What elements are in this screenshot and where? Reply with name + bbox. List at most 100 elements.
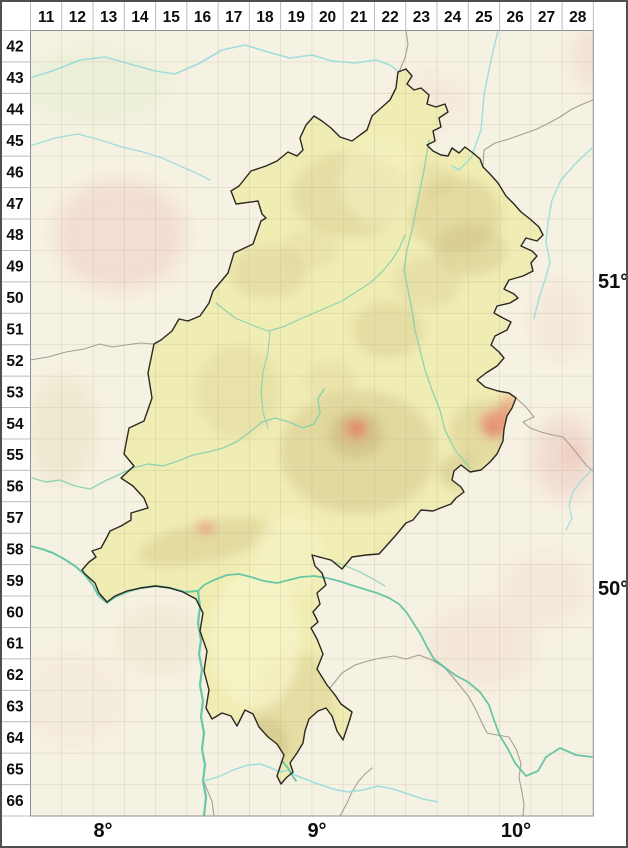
- row-label-54: 54: [6, 416, 24, 433]
- latitude-label: 50°: [598, 578, 628, 600]
- row-label-56: 56: [6, 479, 24, 496]
- terrain-blob: [493, 394, 517, 432]
- row-label-47: 47: [6, 196, 23, 213]
- river-lahn: [31, 388, 325, 490]
- terrain-blob: [30, 375, 98, 485]
- row-label-51: 51: [6, 321, 24, 338]
- degree-labels: 8° 9° 10° 51° 50°: [93, 271, 628, 842]
- row-label-63: 63: [6, 699, 24, 716]
- state-border-south-neckar: [339, 767, 373, 816]
- terrain-blob: [55, 180, 185, 290]
- terrain-blob: [486, 423, 498, 435]
- col-label-24: 24: [444, 9, 462, 26]
- col-label-26: 26: [507, 9, 525, 26]
- terrain-blob: [30, 655, 127, 745]
- row-label-45: 45: [6, 133, 24, 150]
- row-label-64: 64: [6, 730, 24, 747]
- row-label-42: 42: [6, 39, 23, 56]
- col-label-25: 25: [475, 9, 493, 26]
- col-label-16: 16: [194, 9, 212, 26]
- terrain-blob: [352, 302, 424, 358]
- col-label-13: 13: [100, 9, 118, 26]
- row-label-61: 61: [6, 636, 24, 653]
- terrain-blob: [530, 280, 590, 360]
- col-label-28: 28: [569, 9, 587, 26]
- row-label-57: 57: [6, 510, 23, 527]
- river-fulda: [403, 139, 471, 469]
- row-label-65: 65: [6, 761, 24, 778]
- mtb-grid: [30, 30, 594, 816]
- row-label-53: 53: [6, 384, 24, 401]
- col-label-27: 27: [538, 9, 555, 26]
- river-ulster: [565, 469, 593, 531]
- state-border-south-bavaria: [329, 654, 525, 816]
- river-werra-upper: [451, 30, 499, 171]
- river-schwalm: [260, 331, 271, 429]
- river-diemel: [30, 133, 211, 181]
- state-border-northeast: [482, 99, 594, 167]
- terrain-blob: [115, 605, 205, 675]
- river-main: [197, 573, 593, 777]
- longitude-label: 9°: [307, 820, 326, 842]
- river-neckar: [203, 763, 439, 803]
- latitude-label: 51°: [598, 271, 628, 293]
- river-rhine-south: [196, 589, 208, 816]
- col-label-19: 19: [288, 9, 306, 26]
- col-label-11: 11: [38, 9, 55, 26]
- river-werra-east: [533, 147, 593, 319]
- row-header: 42 43 44 45 46 47 48 49 50 51 52 53 54 55 56 57 58 59 60 61…: [6, 39, 24, 810]
- row-label-66: 66: [6, 793, 24, 810]
- terrain-blob: [197, 522, 215, 534]
- state-border-southwest: [203, 781, 215, 816]
- row-label-50: 50: [6, 290, 23, 307]
- terrain-blob: [196, 346, 280, 438]
- row-label-44: 44: [6, 102, 24, 119]
- terrain-blob: [282, 230, 338, 270]
- river-neckar-tip: [282, 761, 297, 782]
- longitude-label: 8°: [93, 820, 112, 842]
- longitude-label: 10°: [501, 820, 531, 842]
- header-grid: [2, 2, 594, 817]
- terrain-blob: [434, 224, 506, 276]
- row-label-43: 43: [6, 70, 24, 87]
- terrain-blob: [138, 517, 272, 567]
- state-border-north: [398, 30, 409, 73]
- row-label-48: 48: [6, 227, 24, 244]
- col-label-23: 23: [413, 9, 431, 26]
- row-label-46: 46: [6, 164, 24, 181]
- terrain-blob: [500, 554, 590, 626]
- col-label-15: 15: [163, 9, 181, 26]
- column-header: 11 12 13 14 15 16 17 18 19 20 21 22 23 24 25 26 27 28: [38, 9, 587, 26]
- col-label-21: 21: [350, 9, 368, 26]
- terrain-blob: [305, 360, 355, 400]
- state-borders: [30, 30, 594, 816]
- row-label-52: 52: [6, 353, 23, 370]
- state-border-east-rhoen: [515, 397, 594, 472]
- terrain-blob: [395, 256, 461, 308]
- terrain-blob: [425, 603, 535, 687]
- row-label-49: 49: [6, 259, 24, 276]
- terrain-blob: [255, 515, 325, 595]
- col-label-14: 14: [131, 9, 149, 26]
- terrain-blob: [351, 422, 363, 434]
- row-label-59: 59: [6, 573, 24, 590]
- row-label-62: 62: [6, 667, 23, 684]
- row-label-58: 58: [6, 541, 24, 558]
- terrain-blob: [565, 446, 579, 464]
- map-area: [30, 30, 594, 816]
- col-label-20: 20: [319, 9, 336, 26]
- hesse-outline: [81, 68, 544, 785]
- state-border-west: [30, 342, 155, 361]
- col-label-18: 18: [256, 9, 274, 26]
- river-weser: [30, 44, 399, 79]
- terrain-blob: [340, 135, 420, 225]
- col-label-22: 22: [381, 9, 398, 26]
- terrain-blob: [570, 30, 594, 92]
- row-label-55: 55: [6, 447, 24, 464]
- river-eder: [215, 234, 406, 332]
- col-label-12: 12: [69, 9, 86, 26]
- row-label-60: 60: [6, 604, 23, 621]
